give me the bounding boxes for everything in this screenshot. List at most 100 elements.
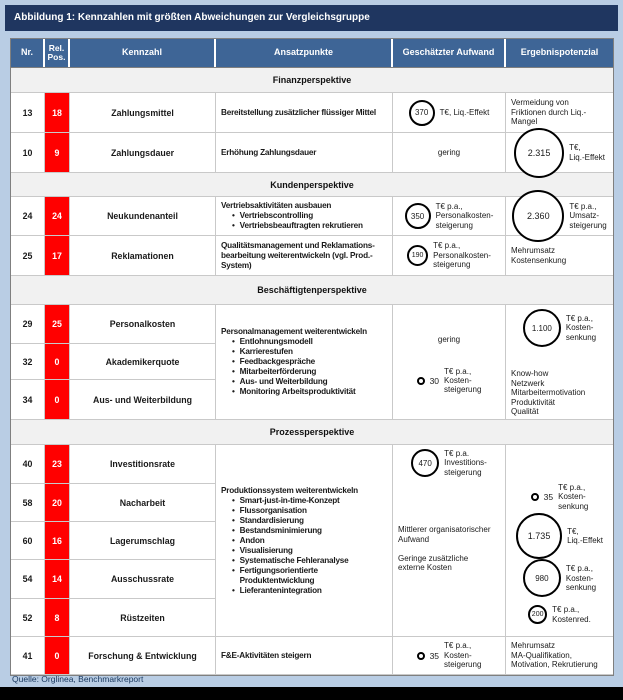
ansatz-bullet: Standardisierung — [221, 516, 304, 526]
nr-cell: 60 — [11, 522, 45, 560]
value-circle: 190 — [407, 245, 429, 266]
value-circle: 200 — [528, 605, 548, 625]
ansatz-lead: F&E-Aktivitäten steigern — [221, 650, 312, 660]
column-header-nr: Nr. — [11, 39, 45, 67]
value-label: T€, Liq.-Effekt — [567, 526, 603, 546]
ansatz-bullet-text: Fertigungsorientierte Produktentwicklung — [239, 565, 318, 585]
column-header-kennzahl: Kennzahl — [70, 39, 216, 67]
ansatzpunkte-cell: F&E-Aktivitäten steigern — [216, 637, 393, 675]
aufwand-cell: gering — [393, 133, 506, 173]
ansatz-bullet-text: Aus- und Weiterbildung — [239, 377, 328, 386]
ansatzpunkte-cell: Erhöhung Zahlungsdauer — [216, 133, 393, 173]
ergebnis-cell: Mehrumsatz MA-Qualifikation, Motivation,… — [506, 637, 613, 675]
aufwand-cell: 350 T€ p.a., Personalkosten- steigerung — [393, 197, 506, 236]
ansatz-bullet-text: Mitarbeiterförderung — [239, 367, 317, 376]
ansatzpunkte-cell: Qualitätsmanagement und Reklamations- be… — [216, 236, 393, 276]
ansatz-bullet-text: Vertriebsbeauftragten rekrutieren — [239, 221, 363, 230]
ergebnis-cell: 1.100 T€ p.a., Kosten- senkung Know-how Ne… — [506, 305, 613, 420]
ring-item: 35 T€ p.a., Kosten- senkung — [506, 483, 613, 511]
kennzahl-cell: Personalkosten — [70, 305, 216, 344]
value-circle: 2.360 — [512, 190, 565, 242]
value-label: T€ p.a., Personalkosten- steigerung — [433, 241, 491, 270]
ansatz-lead: Personalmanagement weiterentwickeln — [221, 327, 367, 336]
row-group: 24 24 Neukundenanteil Vertriebsaktivitäten … — [11, 190, 613, 276]
value-circle: 1.735 — [516, 513, 563, 560]
value-item: 200 T€ p.a., Kostenred. — [506, 605, 613, 625]
kennzahl-cell: Neukundenanteil — [70, 197, 216, 236]
rel-pos-cell: 0 — [45, 380, 70, 420]
ansatz-bullet-text: Feedbackgespräche — [239, 357, 316, 366]
value-label: T€ p.a., Kosten- senkung — [558, 483, 589, 511]
value-item: 1.100 T€ p.a., Kosten- senkung — [506, 309, 613, 347]
nr-cell: 54 — [11, 560, 45, 599]
rel-pos-cell: 14 — [45, 560, 70, 599]
kennzahl-cell: Reklamationen — [70, 236, 216, 276]
ergebnis-cell: 35 T€ p.a., Kosten- senkung 1.735 T€, Liq.-… — [506, 445, 613, 637]
ansatz-bullet: Entlohnungsmodell — [221, 337, 313, 347]
value-label: T€ p.a., Personalkosten- steigerung — [435, 201, 494, 230]
kpi-table: Nr. Rel. Pos. Kennzahl Ansatzpunkte Gesc… — [10, 38, 614, 676]
value-item: 470 T€ p.a. Investitions- steigerung — [393, 449, 505, 478]
value-item: 2.360 T€ p.a., Umsatz- steigerung — [506, 190, 613, 242]
table-header-row: Nr. Rel. Pos. Kennzahl Ansatzpunkte Gesc… — [11, 39, 613, 68]
nr-cell: 29 — [11, 305, 45, 344]
ansatz-bullet-text: Visualisierung — [239, 545, 293, 555]
table-body: Finanzperspektive 13 18 Zahlungsmittel Berei… — [11, 68, 613, 675]
column-header-ergebnispotenzial: Ergebnispotenzial — [520, 47, 599, 58]
value-label: T€ p.a. Investitions- steigerung — [444, 449, 487, 477]
value-circle: 350 — [404, 203, 431, 229]
row-group: 41 0 Forschung & Entwicklung F&E-Aktivitäte… — [11, 637, 613, 675]
value-label: T€ p.a., Kosten- steigerung — [444, 366, 482, 395]
merged-row-group: 40 23 Investitionsrate 58 20 Nacharbeit 60 16 La… — [11, 445, 613, 637]
kennzahl-cell: Akademikerquote — [70, 344, 216, 380]
ansatz-bullet: Flussorganisation — [221, 506, 307, 516]
ansatz-bullet-text: Lieferantenintegration — [239, 585, 322, 595]
ring-icon — [416, 651, 425, 660]
ansatzpunkte-cell: Vertriebsaktivitäten ausbauenVertriebsco… — [216, 197, 393, 236]
cell-text: gering — [437, 335, 461, 344]
value-circle: 2.315 — [514, 127, 565, 178]
merged-row-group: 29 25 Personalkosten 32 0 Akademikerquote 34 0 A… — [11, 305, 613, 420]
section-header-3: Beschäftigtenperspektive — [11, 276, 613, 305]
column-header-geschaetzter-aufwand: Geschätzter Aufwand — [393, 39, 506, 67]
cell-text: gering — [437, 147, 461, 157]
row-group: 13 18 Zahlungsmittel Bereitstellung zusätzl… — [11, 93, 613, 178]
aufwand-cell: 190 T€ p.a., Personalkosten- steigerung — [393, 236, 506, 276]
value-label: T€ p.a., Kosten- steigerung — [444, 641, 482, 670]
ansatz-bullet: Fertigungsorientierte Produktentwicklung — [221, 566, 318, 586]
kennzahl-cell: Aus- und Weiterbildung — [70, 380, 216, 420]
nr-cell: 13 — [11, 93, 45, 133]
rel-pos-cell: 18 — [45, 93, 70, 133]
ansatz-bullet: Systematische Fehleranalyse — [221, 556, 349, 566]
ansatz-bullet-text: Bestandsminimierung — [239, 525, 322, 535]
ring-value: 35 — [429, 650, 440, 661]
ansatz-bullet-text: Monitoring Arbeitsproduktivität — [239, 387, 356, 396]
cell-text: Mehrumsatz MA-Qualifikation, Motivation,… — [511, 641, 598, 670]
source-note: Quelle: Orglinea, Benchmarkreport — [12, 674, 144, 684]
ansatz-bullet: Vertriebscontrolling — [221, 211, 314, 221]
kennzahl-cell: Ausschussrate — [70, 560, 216, 599]
column-header-ansatzpunkte: Ansatzpunkte — [216, 39, 393, 67]
rel-pos-cell: 24 — [45, 197, 70, 236]
nr-cell: 58 — [11, 484, 45, 522]
ansatz-bullet: Mitarbeiterförderung — [221, 367, 317, 377]
value-label: T€, Liq.-Effekt — [439, 107, 490, 117]
ring-value: 30 — [429, 375, 440, 386]
rel-pos-cell: 25 — [45, 305, 70, 344]
ansatz-bullet-text: Karrierestufen — [239, 347, 293, 356]
ring-item: 35 T€ p.a., Kosten- steigerung — [393, 641, 505, 669]
aufwand-cell: 470 T€ p.a. Investitions- steigerung Mittl… — [393, 445, 506, 637]
ansatz-bullet: Feedbackgespräche — [221, 357, 316, 367]
ansatz-bullet: Smart-just-in-time-Konzept — [221, 496, 340, 506]
ring-icon — [416, 376, 425, 385]
ansatz-lead: Vertriebsaktivitäten ausbauen — [221, 201, 332, 210]
value-circle: 980 — [522, 559, 561, 598]
ansatz-bullet: Andon — [221, 536, 265, 546]
nr-cell: 24 — [11, 197, 45, 236]
ansatzpunkte-cell: Produktionssystem weiterentwickelnSmart-… — [216, 445, 393, 637]
value-label: T€ p.a., Kosten- senkung — [565, 313, 597, 342]
ring-icon — [530, 493, 539, 502]
cell-text: Mittlerer organisatorischer Aufwand — [398, 525, 491, 544]
cell-text: Vermeidung von Friktionen durch Liq.- Ma… — [511, 98, 587, 127]
